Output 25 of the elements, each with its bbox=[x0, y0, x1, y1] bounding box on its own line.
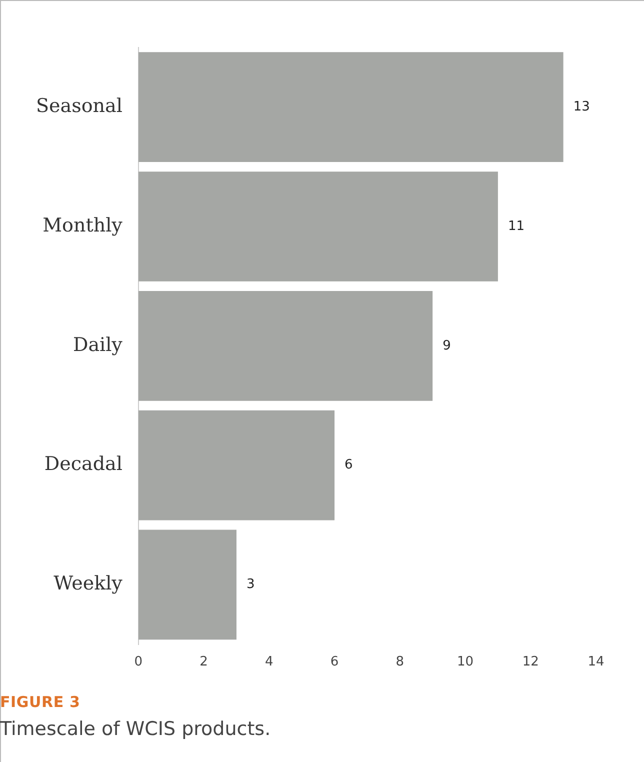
bar bbox=[138, 290, 433, 401]
y-tick-label: Weekly bbox=[54, 572, 123, 595]
data-label: 6 bbox=[344, 458, 353, 473]
bar bbox=[138, 410, 335, 520]
x-tick-label: 6 bbox=[330, 654, 339, 670]
y-tick-label: Monthly bbox=[42, 214, 123, 236]
x-tick-label: 0 bbox=[134, 654, 143, 670]
bar bbox=[138, 530, 236, 640]
data-label: 13 bbox=[573, 99, 590, 114]
y-tick-label: Daily bbox=[72, 334, 123, 356]
data-label: 3 bbox=[246, 577, 255, 592]
x-tick-label: 12 bbox=[522, 654, 539, 670]
y-tick-label: Seasonal bbox=[36, 95, 122, 118]
y-tick-label: Decadal bbox=[44, 453, 122, 476]
text: Timescale of WCIS products. bbox=[0, 718, 271, 740]
bar bbox=[138, 172, 498, 282]
bar bbox=[138, 52, 564, 162]
x-tick-label: 4 bbox=[265, 654, 274, 670]
x-tick-label: 8 bbox=[396, 654, 404, 670]
data-label: 9 bbox=[442, 338, 451, 354]
x-tick-label: 10 bbox=[456, 654, 474, 670]
x-tick-label: 14 bbox=[588, 654, 604, 670]
x-tick-label: 2 bbox=[200, 654, 208, 670]
data-label: 11 bbox=[508, 218, 524, 234]
caption: FIGURE 3 bbox=[0, 693, 80, 711]
